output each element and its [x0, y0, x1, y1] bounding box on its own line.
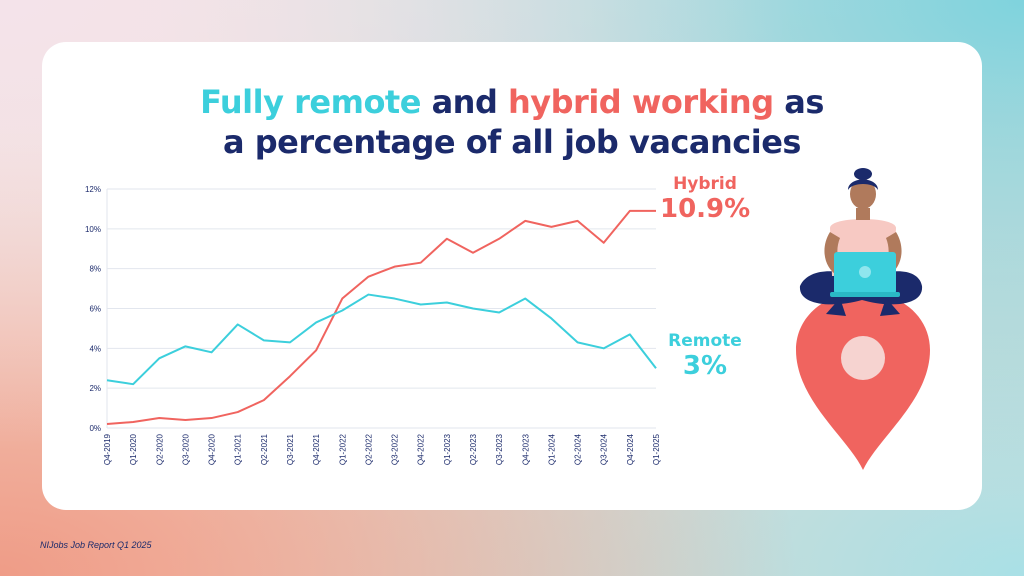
y-tick-label: 0% [89, 424, 101, 433]
x-tick-label: Q4-2020 [208, 433, 217, 465]
title-hybrid: hybrid working [507, 83, 774, 121]
x-tick-label: Q4-2022 [417, 433, 426, 465]
hair-bun [854, 168, 872, 180]
x-tick-label: Q1-2025 [652, 433, 661, 465]
chart-title: Fully remote and hybrid working as a per… [0, 82, 1024, 162]
x-tick-label: Q3-2023 [495, 433, 504, 465]
y-tick-label: 8% [89, 265, 101, 274]
pin-hole [841, 336, 885, 380]
hybrid-label: Hybrid 10.9% [660, 174, 750, 224]
x-tick-label: Q1-2023 [443, 433, 452, 465]
remote-series-line [106, 293, 657, 386]
hybrid-name: Hybrid [673, 174, 737, 194]
remote-label: Remote 3% [658, 331, 752, 381]
x-tick-label: Q4-2021 [312, 433, 321, 465]
x-tick-label: Q2-2020 [155, 433, 164, 465]
hybrid-series-line [106, 209, 656, 426]
x-tick-label: Q4-2019 [103, 433, 112, 465]
location-pin-icon [796, 292, 930, 470]
title-remote: Fully remote [200, 83, 421, 121]
x-tick-label: Q1-2021 [234, 433, 243, 465]
x-tick-label: Q2-2024 [574, 433, 583, 465]
hybrid-value: 10.9% [660, 194, 751, 224]
title-and: and [420, 83, 508, 121]
x-tick-label: Q4-2024 [626, 433, 635, 465]
x-tick-label: Q2-2022 [364, 433, 373, 465]
y-tick-label: 6% [89, 305, 101, 314]
x-axis-ticks: Q4-2019 Q1-2020 Q2-2020 Q3-2020 Q4-2020 Q1-20… [103, 433, 661, 465]
y-tick-label: 4% [89, 344, 101, 353]
x-tick-label: Q3-2020 [181, 433, 190, 465]
footer-source: NIJobs Job Report Q1 2025 [40, 540, 152, 550]
remote-name: Remote [668, 331, 742, 351]
y-axis-ticks: 0% 2% 4% 6% 8% 10% 12% [85, 185, 101, 433]
x-tick-label: Q2-2021 [260, 433, 269, 465]
hair [848, 179, 878, 190]
gridlines [106, 188, 656, 429]
head [850, 179, 876, 209]
x-tick-label: Q3-2022 [391, 433, 400, 465]
x-tick-label: Q2-2023 [469, 433, 478, 465]
remote-value: 3% [682, 351, 728, 381]
title-as: as [773, 83, 824, 121]
y-tick-label: 2% [89, 384, 101, 393]
x-tick-label: Q3-2021 [286, 433, 295, 465]
series-lines [106, 209, 657, 426]
x-tick-label: Q1-2020 [129, 433, 138, 465]
x-tick-label: Q4-2023 [521, 433, 530, 465]
title-line2: a percentage of all job vacancies [223, 123, 801, 161]
x-tick-label: Q1-2022 [338, 433, 347, 465]
woman-laptop-pin-illustration [796, 168, 930, 470]
y-tick-label: 10% [85, 225, 101, 234]
x-tick-label: Q3-2024 [600, 433, 609, 465]
x-tick-label: Q1-2024 [547, 433, 556, 465]
y-tick-label: 12% [85, 185, 101, 194]
